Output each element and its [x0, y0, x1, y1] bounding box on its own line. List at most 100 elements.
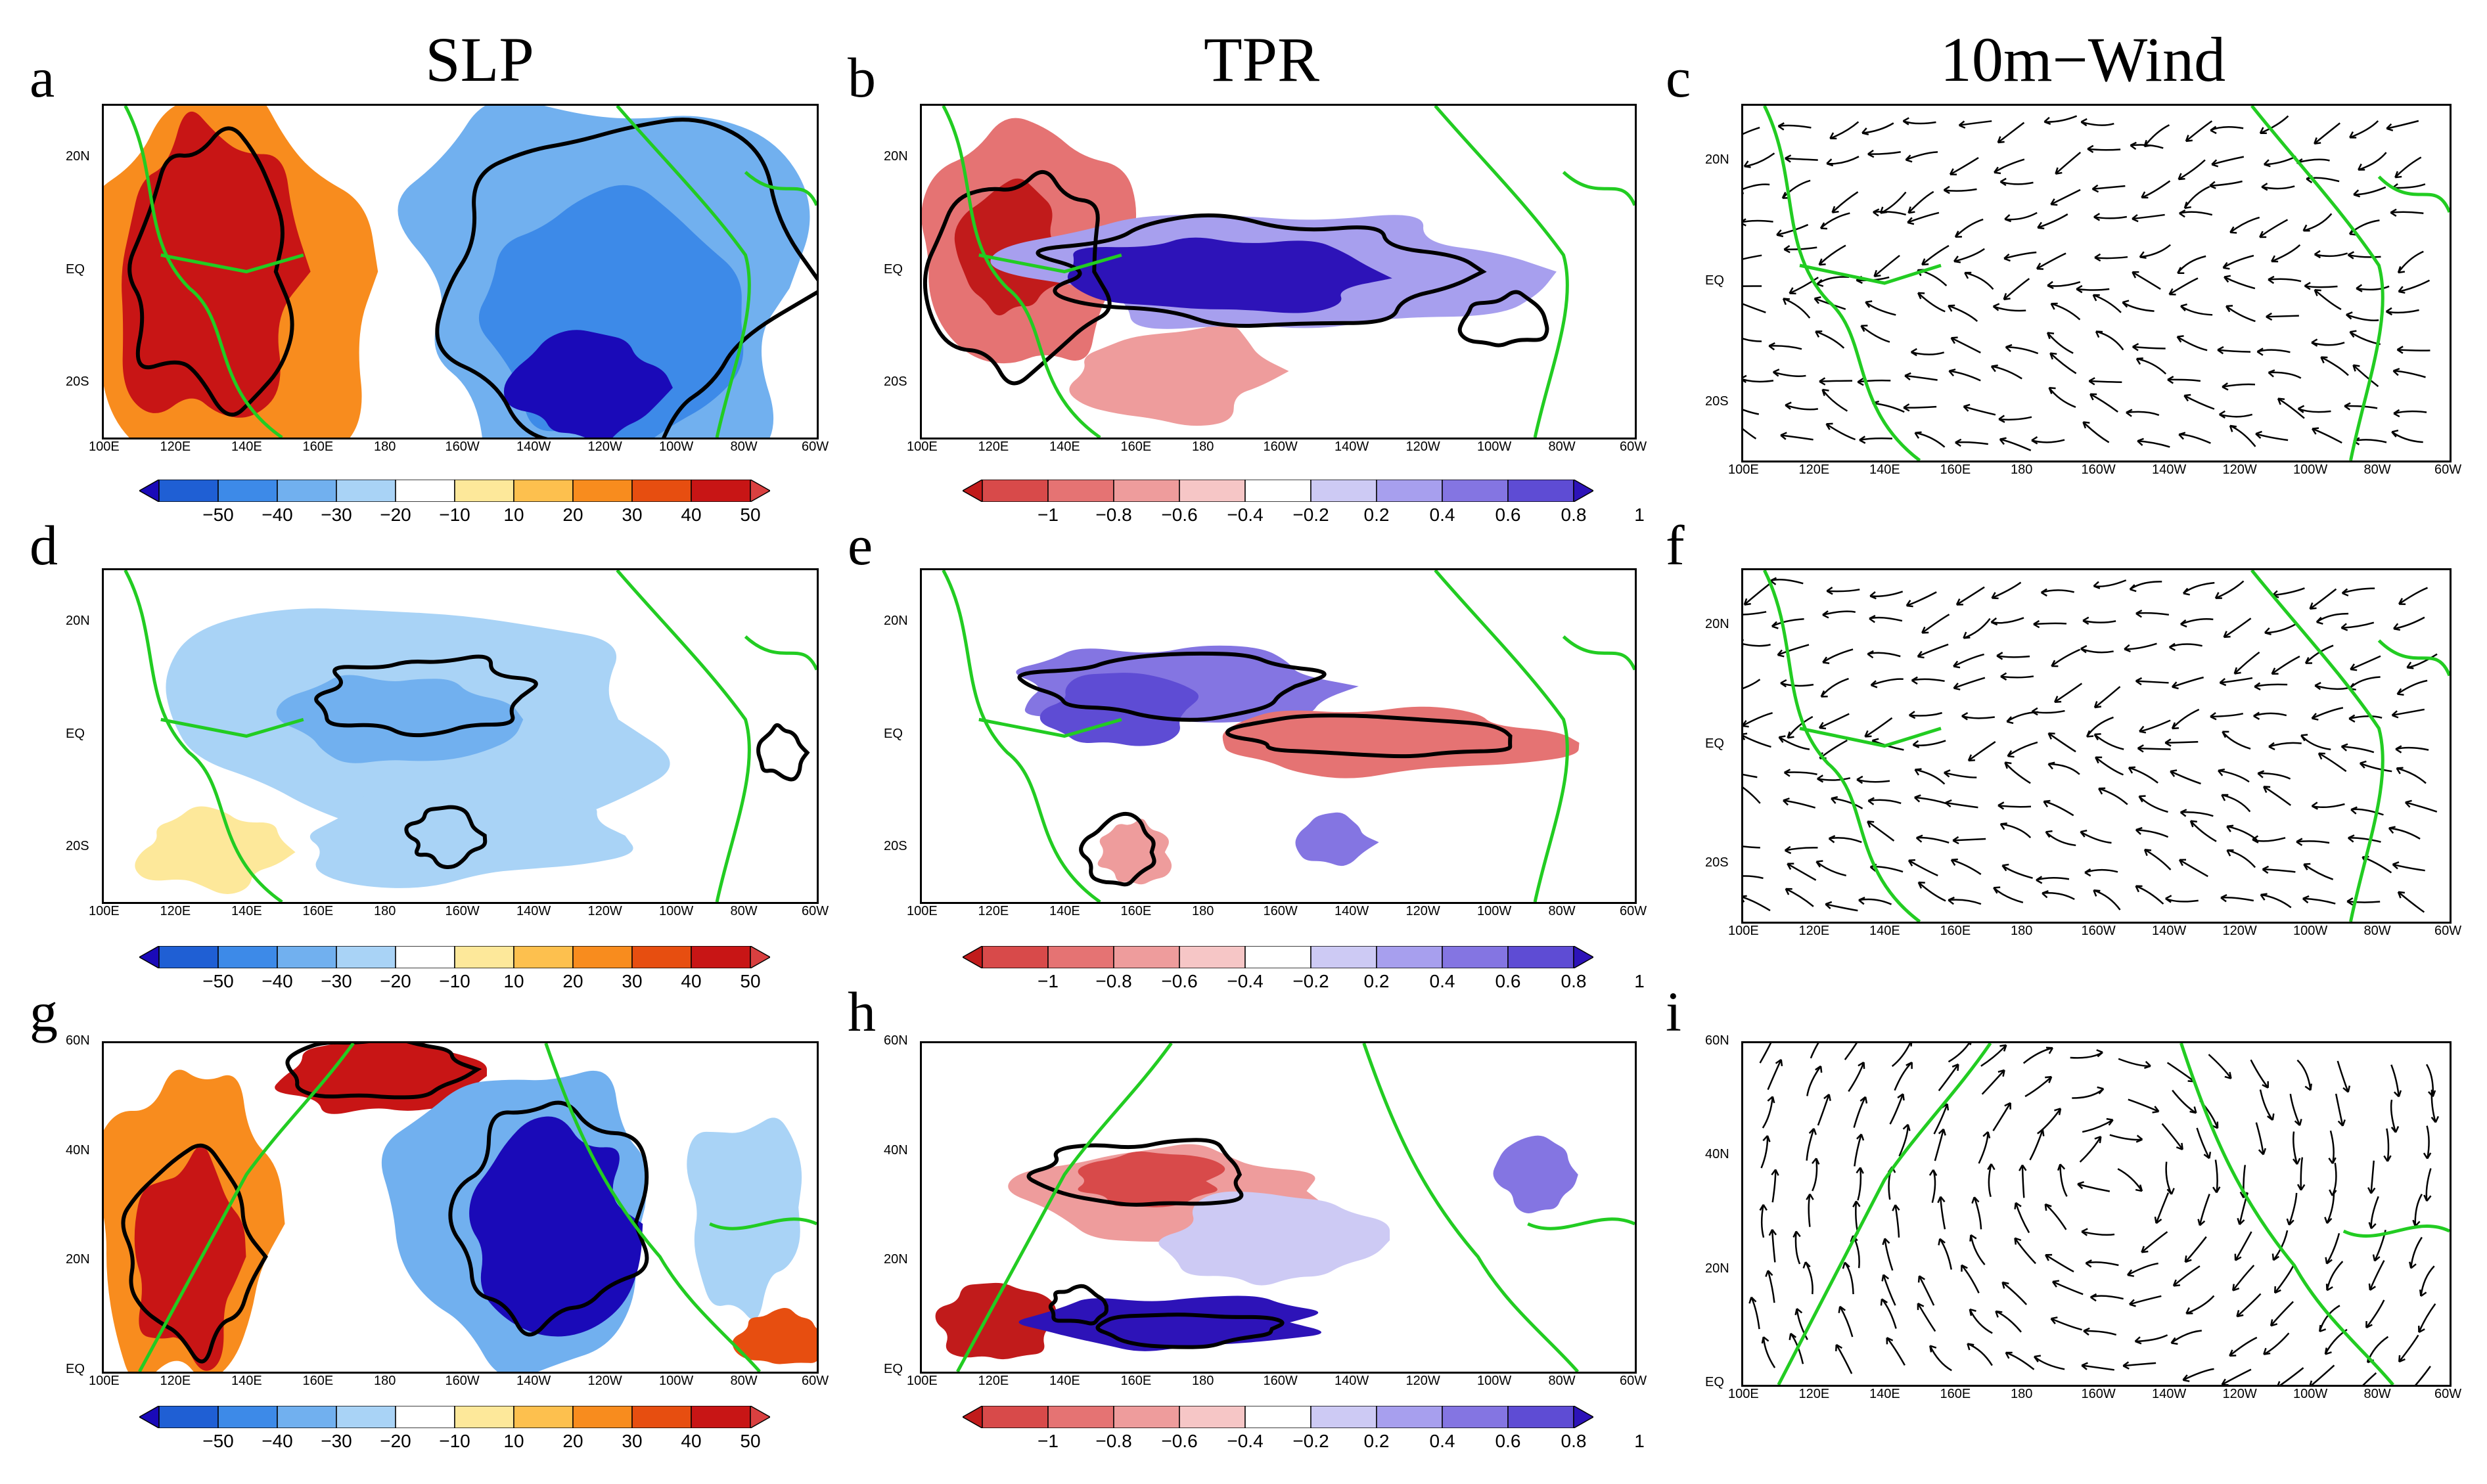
streamline [2077, 1183, 2111, 1192]
streamline [1880, 191, 1907, 214]
streamline-arrow [1826, 158, 1834, 167]
streamline [2388, 827, 2421, 840]
streamline-arrow [2263, 1347, 2271, 1355]
streamlines [1743, 115, 2430, 451]
streamline [1829, 837, 1862, 843]
streamline-arrow [1910, 1043, 1913, 1047]
x-tick-label: 140W [2152, 924, 2187, 938]
streamline-arrow [1953, 660, 1961, 669]
streamline [1953, 677, 1986, 689]
streamline [2348, 676, 2381, 690]
streamline-arrow [2261, 183, 2268, 191]
streamline-arrow [2266, 312, 2273, 321]
streamline-arrow [1769, 577, 1777, 585]
streamline [2263, 1332, 2290, 1355]
streamline-arrow [1789, 287, 1796, 295]
colorbar-swatch [572, 479, 633, 503]
streamline [1743, 786, 1761, 804]
streamline-arrow [2210, 125, 2217, 135]
streamline-arrow [1831, 796, 1838, 804]
streamline-arrow [2049, 352, 2057, 360]
streamline-arrow [2139, 725, 2147, 734]
streamline [1839, 1306, 1854, 1338]
streamline-arrow [1787, 731, 1794, 739]
streamline [1969, 1309, 1993, 1334]
streamline-arrow [2019, 1164, 2027, 1171]
streamline-arrow [2076, 284, 2083, 294]
streamline-arrow [2356, 284, 2363, 292]
streamline-arrow [2296, 838, 2303, 846]
x-tick-label: 120W [1405, 439, 1440, 454]
streamline-arrow [1873, 208, 1880, 217]
colorbar-tick-label: −0.6 [1161, 505, 1198, 525]
x-tick-label: 140E [1869, 462, 1900, 477]
streamline [2365, 1299, 2385, 1328]
streamline [2257, 349, 2291, 353]
streamline [1867, 821, 1895, 842]
streamline-arrow [1771, 621, 1779, 629]
colorbar-tick-label: 1 [1634, 505, 1645, 525]
streamline-arrow [2304, 657, 2313, 664]
streamline-arrow [2126, 409, 2133, 417]
streamline [2180, 811, 2214, 817]
colorbar-swatch [217, 945, 278, 969]
streamline [2055, 151, 2082, 175]
contour-line [756, 723, 810, 782]
streamline-arrow [2304, 282, 2311, 290]
streamline-arrow [1806, 1194, 1814, 1200]
streamline-arrow [1964, 271, 1972, 279]
streamline [2082, 619, 2116, 623]
streamline-arrow [2393, 1090, 2402, 1098]
x-tick-label: 140E [1049, 904, 1080, 918]
streamline-arrow [1778, 735, 1786, 743]
streamline-arrow [1852, 1200, 1861, 1207]
streamline [2370, 1160, 2375, 1194]
streamline-arrow [1771, 1169, 1779, 1176]
colorbar-swatch [277, 1405, 337, 1429]
streamline-arrow [1777, 649, 1785, 658]
streamline [2135, 612, 2170, 616]
streamline-arrow [2320, 356, 2328, 364]
streamline [2165, 1161, 2173, 1195]
streamline [2394, 156, 2422, 179]
streamline [2386, 1128, 2390, 1161]
streamline [2038, 1108, 2062, 1134]
streamline-arrow [1783, 769, 1791, 777]
streamline-arrow [1992, 303, 2000, 311]
streamline-arrow [2081, 1228, 2088, 1236]
x-tick-label: 120W [1405, 1374, 1440, 1388]
streamline [2182, 1368, 2214, 1381]
streamline [1950, 157, 1979, 175]
streamline [2136, 357, 2167, 375]
streamline [2392, 863, 2425, 872]
streamline-arrow [2082, 421, 2090, 429]
streamline [1991, 365, 2022, 380]
colorbar-swatch [572, 945, 633, 969]
streamline [1825, 423, 1856, 441]
streamline-arrow [2176, 1142, 2183, 1150]
panel-letter-i: i [1666, 980, 1681, 1043]
streamline [1940, 1196, 1946, 1230]
streamline [2348, 254, 2381, 258]
streamline [2051, 648, 2081, 667]
coastline [956, 1043, 1635, 1372]
streamline-arrow [1914, 431, 1922, 439]
y-tick-label: EQ [1705, 736, 1724, 751]
colorbar-tick-label: 10 [503, 505, 524, 525]
streamline-arrow [2367, 1187, 2376, 1194]
streamline-arrow [1831, 206, 1839, 214]
streamline [2081, 1230, 2115, 1236]
streamline [2314, 122, 2340, 145]
streamline-arrow [2226, 849, 2234, 857]
y-tick-label: 20N [884, 1252, 908, 1267]
colorbar-tick-label: −20 [380, 1431, 411, 1451]
streamline [1760, 1135, 1769, 1169]
streamline [2129, 1295, 2162, 1305]
streamline [1844, 1043, 1858, 1060]
x-tick-label: 80W [730, 1374, 758, 1388]
streamline-arrow [2237, 1218, 2245, 1225]
streamline-arrow [2124, 644, 2131, 653]
streamline [1817, 777, 1851, 781]
streamline-arrow [1902, 1123, 1911, 1131]
x-tick-label: 160E [302, 439, 334, 454]
